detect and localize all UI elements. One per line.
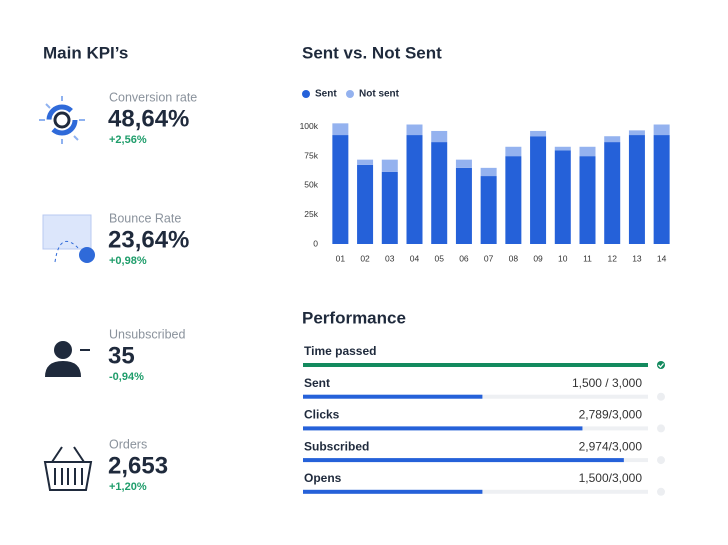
bar <box>554 150 571 244</box>
bar <box>455 167 472 244</box>
x-tick-label: 14 <box>657 253 667 263</box>
kpi-label: Unsubscribed <box>109 327 185 341</box>
progress-bar <box>303 426 583 431</box>
performance-label: Opens <box>304 471 342 485</box>
x-tick-label: 09 <box>533 253 543 263</box>
x-tick-label: 04 <box>410 253 420 263</box>
performance-value: 1,500 / 3,000 <box>572 376 642 390</box>
bar <box>505 146 522 157</box>
legend-dot <box>302 90 310 98</box>
progress-bar <box>303 489 483 494</box>
conversion-icon <box>39 96 85 144</box>
kpi-label: Conversion rate <box>109 90 197 104</box>
bar <box>480 176 497 244</box>
performance-heading: Performance <box>302 308 406 327</box>
kpi-change: +2,56% <box>109 134 147 146</box>
status-dot <box>657 424 665 433</box>
legend-label: Not sent <box>359 89 400 100</box>
performance-label: Clicks <box>304 408 340 422</box>
x-tick-label: 13 <box>632 253 642 263</box>
kpi-value: 35 <box>108 342 135 369</box>
status-check <box>658 363 664 368</box>
y-tick-label: 100k <box>300 121 319 131</box>
kpi-change: +0,98% <box>109 255 147 267</box>
legend-label: Sent <box>315 89 337 100</box>
kpi-change: -0,94% <box>109 371 144 383</box>
unsubscribed-icon <box>45 341 90 377</box>
bar <box>554 146 571 151</box>
bar <box>604 136 621 143</box>
kpi-label: Bounce Rate <box>109 211 181 225</box>
y-tick-label: 50k <box>304 180 318 190</box>
performance-label: Time passed <box>304 344 376 358</box>
x-tick-label: 11 <box>583 253 592 263</box>
bounce-icon <box>42 214 95 263</box>
x-tick-label: 07 <box>484 253 494 263</box>
status-dot <box>657 392 665 401</box>
chart-title: Sent vs. Not Sent <box>302 43 442 62</box>
bar <box>579 156 596 244</box>
performance-label: Sent <box>304 376 330 390</box>
bar <box>480 167 497 177</box>
x-tick-label: 12 <box>607 253 617 263</box>
bar <box>530 136 547 244</box>
status-dot <box>657 487 665 496</box>
x-tick-label: 05 <box>434 253 444 263</box>
status-dot <box>657 456 665 465</box>
bar <box>406 124 423 136</box>
progress-bar <box>303 394 483 399</box>
bar <box>604 142 621 244</box>
performance-value: 1,500/3,000 <box>579 471 643 485</box>
bar <box>357 164 374 244</box>
bar <box>628 130 645 136</box>
orders-icon <box>43 446 93 491</box>
progress-bar <box>303 458 624 463</box>
bar <box>431 142 448 244</box>
x-tick-label: 02 <box>360 253 370 263</box>
kpi-heading: Main KPI’s <box>43 43 128 62</box>
bar <box>653 135 670 244</box>
y-tick-label: 25k <box>304 209 318 219</box>
x-tick-label: 03 <box>385 253 395 263</box>
bar <box>431 130 448 143</box>
bar <box>579 146 596 157</box>
kpi-value: 23,64% <box>108 226 189 253</box>
bar <box>628 135 645 244</box>
x-tick-label: 10 <box>558 253 568 263</box>
kpi-change: +1,20% <box>109 481 147 493</box>
bar <box>381 159 398 172</box>
performance-label: Subscribed <box>304 439 369 453</box>
kpi-value: 48,64% <box>108 105 189 132</box>
y-tick-label: 0 <box>313 238 318 248</box>
x-tick-label: 06 <box>459 253 469 263</box>
bar <box>332 135 349 244</box>
x-tick-label: 01 <box>336 253 346 263</box>
bar <box>455 159 472 168</box>
performance-value: 2,789/3,000 <box>579 408 643 422</box>
bar <box>406 135 423 244</box>
performance-value: 2,974/3,000 <box>579 439 643 453</box>
progress-bar <box>303 363 648 367</box>
legend-dot <box>346 90 354 98</box>
bar <box>357 159 374 165</box>
y-tick-label: 75k <box>304 150 318 160</box>
bar <box>332 123 349 136</box>
bar <box>530 130 547 137</box>
bar <box>505 156 522 244</box>
bar <box>653 124 670 136</box>
bar <box>381 171 398 244</box>
kpi-label: Orders <box>109 437 147 451</box>
status-dot <box>657 361 665 369</box>
x-tick-label: 08 <box>509 253 519 263</box>
kpi-value: 2,653 <box>108 452 168 479</box>
